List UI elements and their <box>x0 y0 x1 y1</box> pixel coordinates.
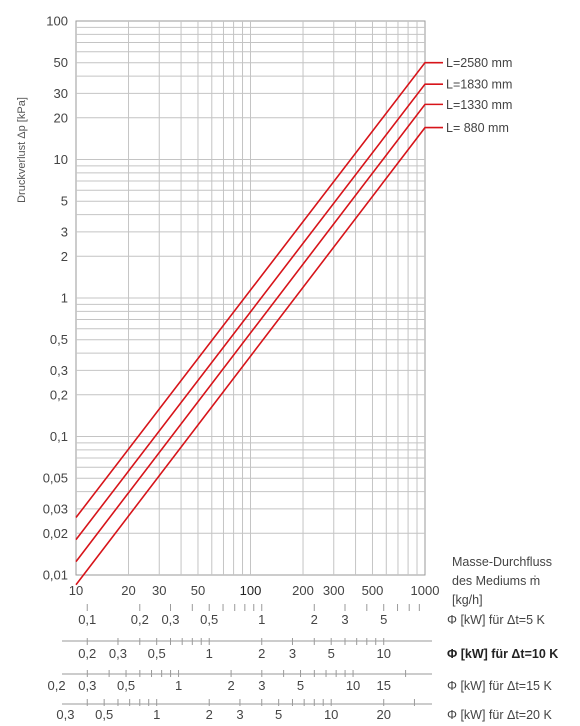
x-tick-label: 200 <box>292 583 314 598</box>
x-tick-label: 20 <box>121 583 135 598</box>
phi-tick-label: 0,3 <box>109 646 127 661</box>
phi-axis-label: Φ [kW] für Δt=20 K <box>447 708 552 722</box>
phi-tick-label: 5 <box>328 646 335 661</box>
y-axis-ticks: 0,01 0,02 0,03 0,05 0,1 0,2 0,3 0,5 1 2 3 5 10 20 30 50… <box>43 14 68 583</box>
y-tick-label: 50 <box>54 55 68 70</box>
phi-tick-label: 0,5 <box>95 707 113 722</box>
y-tick-label: 0,5 <box>50 332 68 347</box>
y-tick-label: 10 <box>54 152 68 167</box>
phi-tick-label: 5 <box>275 707 282 722</box>
y-tick-label: 0,3 <box>50 363 68 378</box>
phi-tick-label: 2 <box>311 612 318 627</box>
y-tick-label: 0,2 <box>50 387 68 402</box>
y-tick-label: 0,1 <box>50 429 68 444</box>
phi-tick-label: 0,5 <box>148 646 166 661</box>
y-tick-label: 0,03 <box>43 501 68 516</box>
phi-tick-label: 20 <box>376 707 390 722</box>
x-tick-label: 10 <box>69 583 83 598</box>
x-axis-label: Masse-Durchfluss des Mediums ṁ [kg/h] <box>452 555 552 607</box>
x-tick-label: 300 <box>323 583 345 598</box>
phi-tick-label: 5 <box>297 678 304 693</box>
y-tick-label: 2 <box>61 249 68 264</box>
series-line <box>75 103 443 563</box>
phi-tick-label: 10 <box>346 678 360 693</box>
y-tick-label: 0,02 <box>43 526 68 541</box>
phi-tick-label: 0,5 <box>200 612 218 627</box>
phi-tick-label: 3 <box>236 707 243 722</box>
y-axis-label: Druckverlust Δp [kPa] <box>16 97 28 203</box>
phi-axis-label: Φ [kW] für Δt=10 K <box>447 647 558 661</box>
x-tick-label: 1000 <box>411 583 440 598</box>
phi-axis-label: Φ [kW] für Δt=15 K <box>447 679 552 693</box>
y-tick-label: 5 <box>61 194 68 209</box>
series-line <box>75 126 443 586</box>
series-label: L=1830 mm <box>446 78 512 92</box>
x-axis-label-line: [kg/h] <box>452 593 483 607</box>
phi-tick-label: 15 <box>377 678 391 693</box>
phi-tick-label: 0,3 <box>78 678 96 693</box>
phi-tick-label: 0,3 <box>161 612 179 627</box>
phi-tick-label: 2 <box>227 678 234 693</box>
phi-tick-label: 0,2 <box>78 646 96 661</box>
y-tick-label: 1 <box>61 291 68 306</box>
phi-tick-label: 0,3 <box>56 707 74 722</box>
phi-tick-label: 1 <box>258 612 265 627</box>
x-tick-label: 30 <box>152 583 166 598</box>
series-label: L=1330 mm <box>446 98 512 112</box>
x-tick-label: 100 <box>240 583 262 598</box>
y-tick-label: 0,01 <box>43 568 68 583</box>
phi-tick-label: 3 <box>258 678 265 693</box>
series-lines: L=2580 mm L=1830 mm L=1330 mm L= 880 mm <box>75 56 512 586</box>
x-axis-label-line: Masse-Durchfluss <box>452 555 552 569</box>
secondary-axes: 0,1 0,2 0,3 0,5 1 2 3 5 Φ [kW] für Δt=5 K0,2 0,3 0… <box>48 604 558 722</box>
x-axis-ticks: 10 20 30 50 100 200 300 500 1000 <box>69 583 440 598</box>
y-tick-label: 30 <box>54 86 68 101</box>
series-label: L=2580 mm <box>446 56 512 70</box>
x-axis-label-line: des Mediums ṁ <box>452 574 540 588</box>
y-tick-label: 100 <box>46 14 68 29</box>
series-line <box>75 61 443 519</box>
phi-tick-label: 0,2 <box>131 612 149 627</box>
phi-tick-label: 10 <box>376 646 390 661</box>
series-line <box>75 83 443 541</box>
phi-tick-label: 0,1 <box>78 612 96 627</box>
phi-tick-label: 1 <box>206 646 213 661</box>
phi-tick-label: 3 <box>289 646 296 661</box>
series-label: L= 880 mm <box>446 121 509 135</box>
phi-tick-label: 0,5 <box>117 678 135 693</box>
phi-tick-label: 2 <box>206 707 213 722</box>
y-tick-label: 20 <box>54 110 68 125</box>
phi-tick-label: 3 <box>341 612 348 627</box>
x-tick-label: 500 <box>362 583 384 598</box>
chart-grid <box>75 20 426 576</box>
phi-tick-label: 1 <box>175 678 182 693</box>
x-tick-label: 50 <box>191 583 205 598</box>
y-tick-label: 0,05 <box>43 471 68 486</box>
phi-tick-label: 10 <box>324 707 338 722</box>
y-tick-label: 3 <box>61 224 68 239</box>
phi-tick-label: 2 <box>258 646 265 661</box>
phi-tick-label: 0,2 <box>48 678 66 693</box>
phi-tick-label: 5 <box>380 612 387 627</box>
phi-tick-label: 1 <box>153 707 160 722</box>
phi-axis-label: Φ [kW] für Δt=5 K <box>447 613 546 627</box>
